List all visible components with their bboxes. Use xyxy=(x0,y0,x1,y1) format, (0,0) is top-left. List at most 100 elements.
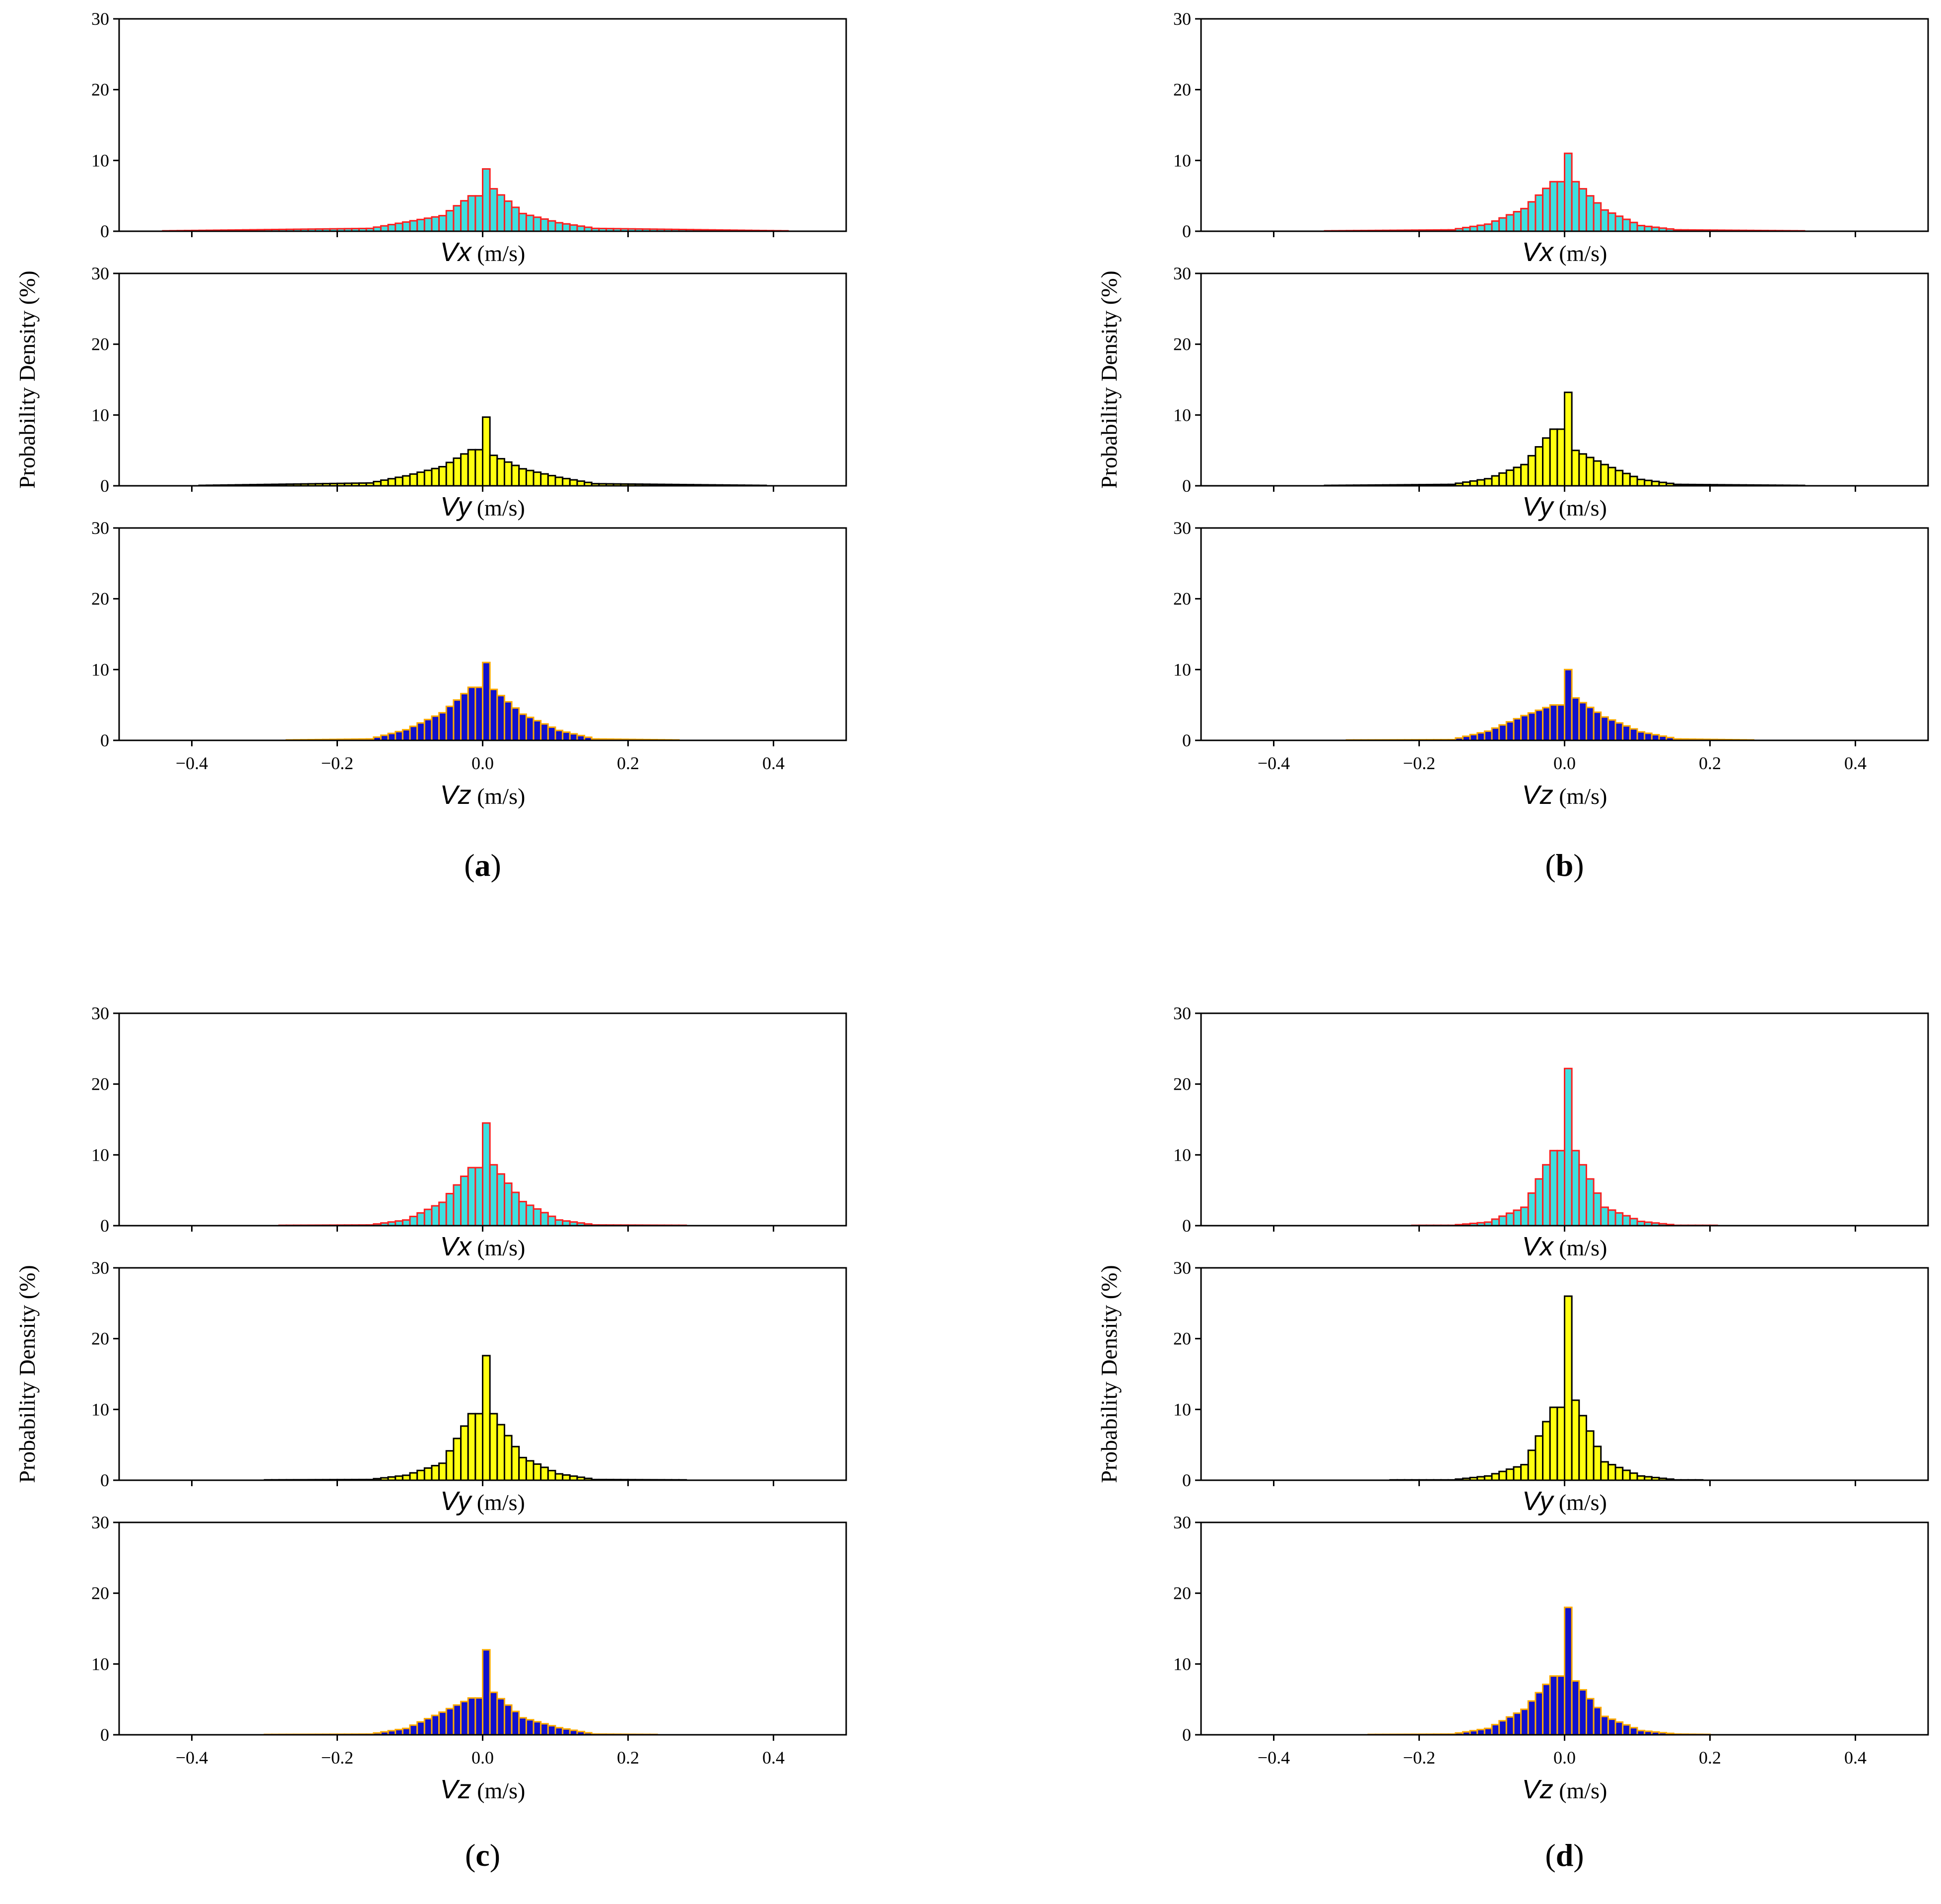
histogram-bar xyxy=(554,222,564,232)
histogram-bar xyxy=(547,1725,556,1736)
histogram-bar xyxy=(1527,1700,1537,1736)
histogram-bar xyxy=(518,1200,527,1227)
histogram-bar xyxy=(1535,1435,1544,1481)
histogram-bar xyxy=(1571,181,1580,232)
x-axis-label: Vz (m/s) xyxy=(1522,1774,1607,1804)
histogram-bar xyxy=(467,1167,476,1227)
y-tick-label: 0 xyxy=(1182,1470,1191,1490)
histogram-bars xyxy=(264,1355,687,1481)
histogram-bar xyxy=(1476,1728,1485,1736)
y-tick-label: 0 xyxy=(1182,1725,1191,1745)
histogram-bar xyxy=(1564,152,1573,232)
histogram-bar xyxy=(1535,1692,1544,1736)
histogram-bar xyxy=(1476,479,1485,487)
histogram-bar xyxy=(1614,469,1624,487)
histogram-bar xyxy=(1571,450,1580,487)
panel-label: (d) xyxy=(1545,1838,1584,1873)
histogram-bars xyxy=(1367,1606,1711,1736)
y-tick-label: 10 xyxy=(1173,1145,1191,1165)
histogram-bar xyxy=(1578,188,1587,232)
histogram-bar xyxy=(518,212,527,232)
histogram-bar xyxy=(474,1697,483,1736)
histogram-bar xyxy=(511,707,520,741)
x-tick-label: 0.0 xyxy=(1553,753,1576,773)
histogram-bar xyxy=(445,1450,455,1481)
histogram-bar xyxy=(518,1456,527,1481)
histogram-bar xyxy=(1491,475,1500,487)
histogram-bar xyxy=(438,1711,447,1736)
histogram-bar xyxy=(445,706,455,741)
histogram-bar xyxy=(554,1727,564,1736)
histogram-bar xyxy=(1549,428,1558,487)
histogram-bar xyxy=(562,223,571,232)
y-axis-label: Probability Density (%) xyxy=(1096,1265,1122,1483)
x-axis-variable: Vx xyxy=(1522,237,1554,267)
histogram-bar xyxy=(460,693,469,741)
y-tick-label: 20 xyxy=(91,1583,109,1603)
x-tick-label: −0.2 xyxy=(1403,1748,1435,1768)
histogram-bar xyxy=(569,733,578,741)
histogram-bar xyxy=(503,1704,513,1736)
x-tick-label: −0.2 xyxy=(321,753,353,773)
histogram-bar xyxy=(1585,707,1595,741)
x-tick-label: 0.4 xyxy=(1844,753,1867,773)
histogram-bar xyxy=(503,1435,513,1481)
histogram-bar xyxy=(387,478,397,487)
histogram-bar xyxy=(562,731,571,741)
histogram-bar xyxy=(1491,727,1500,741)
histogram-bar xyxy=(1520,1206,1529,1227)
histogram-bar xyxy=(1629,475,1638,487)
histogram-bar xyxy=(1585,1178,1595,1227)
histogram-bar xyxy=(1542,1683,1551,1736)
histogram-bar xyxy=(380,479,389,487)
histogram-bar xyxy=(1535,446,1544,487)
histogram-bar xyxy=(540,473,549,487)
x-axis-label: Vy (m/s) xyxy=(1522,492,1607,522)
histogram-bar xyxy=(402,729,411,741)
histogram-bar xyxy=(1513,466,1522,487)
histogram-bar xyxy=(533,1463,542,1481)
y-tick-label: 10 xyxy=(1173,659,1191,679)
x-tick-label: −0.4 xyxy=(1258,1748,1290,1768)
histogram-bar xyxy=(423,469,433,487)
histogram-bar xyxy=(431,216,440,232)
histogram-bars xyxy=(162,168,789,232)
x-axis-unit: (m/s) xyxy=(1553,784,1607,809)
histogram-bar xyxy=(416,722,425,741)
subplot-vy: 0 10 20 30 Vy (m/s) xyxy=(91,263,847,522)
histogram-bar xyxy=(1498,1215,1507,1227)
histogram-bar xyxy=(1556,1675,1566,1736)
histogram-bar xyxy=(1564,1295,1573,1481)
histogram-bar xyxy=(1614,722,1624,741)
histogram-bar xyxy=(387,224,397,232)
histogram-bar xyxy=(445,210,455,232)
histogram-bar xyxy=(1469,733,1478,741)
histogram-bar xyxy=(1498,1720,1507,1736)
histogram-bar xyxy=(496,458,505,487)
x-tick-label: 0.4 xyxy=(762,1748,785,1768)
x-tick-label: −0.4 xyxy=(176,1748,208,1768)
y-tick-label: 30 xyxy=(91,1258,109,1278)
subplot-vy: 0 10 20 30 Vy (m/s) xyxy=(1173,263,1929,522)
histogram-bar xyxy=(1564,1067,1573,1227)
histogram-bar xyxy=(1556,1406,1566,1481)
y-tick-label: 0 xyxy=(1182,476,1191,496)
x-tick-label: 0.4 xyxy=(762,753,785,773)
histogram-bar xyxy=(1483,730,1493,741)
histogram-bar xyxy=(518,713,527,741)
histogram-bar xyxy=(395,476,403,487)
histogram-bar xyxy=(1600,1461,1609,1481)
histogram-bar xyxy=(1498,724,1507,741)
panel-label: (b) xyxy=(1545,848,1584,883)
histogram-bar xyxy=(554,476,564,487)
x-axis-label: Vz (m/s) xyxy=(1522,780,1607,810)
histogram-bar xyxy=(423,719,433,741)
histogram-bar xyxy=(467,195,476,232)
histogram-bar xyxy=(1513,211,1522,232)
x-axis-unit: (m/s) xyxy=(1553,1235,1607,1260)
histogram-bar xyxy=(1505,469,1515,487)
x-axis-variable: Vy xyxy=(440,1486,472,1516)
histogram-bar xyxy=(1614,1721,1624,1736)
histogram-bar xyxy=(1483,223,1493,232)
histogram-bar xyxy=(1629,1727,1638,1736)
